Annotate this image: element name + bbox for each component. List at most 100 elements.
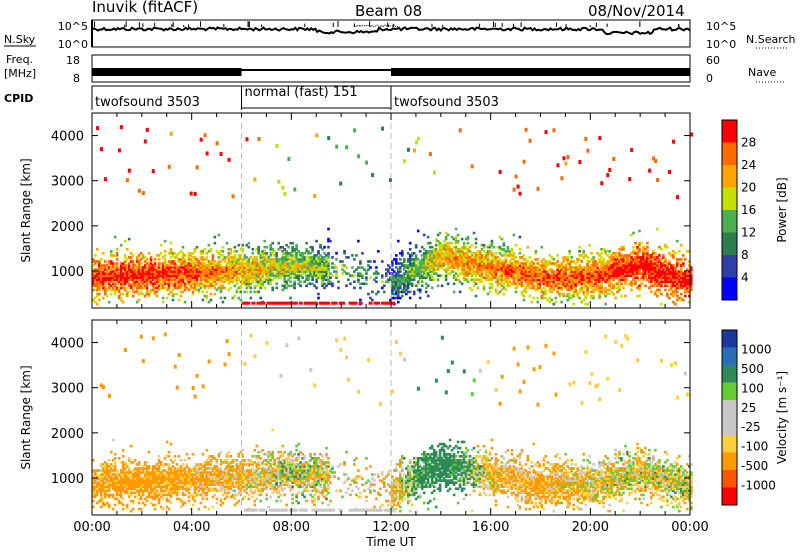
range-cell xyxy=(243,278,247,281)
range-cell xyxy=(147,294,151,298)
range-cell xyxy=(678,284,681,288)
range-cell xyxy=(241,272,245,275)
range-cell xyxy=(399,282,402,286)
range-cell xyxy=(189,260,193,263)
range-cell xyxy=(135,256,139,259)
range-cell xyxy=(169,485,173,488)
range-cell xyxy=(165,278,169,281)
range-cell xyxy=(600,284,603,288)
range-cell xyxy=(149,481,153,484)
range-cell xyxy=(227,272,231,275)
range-cell xyxy=(175,270,179,273)
scatter-cell xyxy=(528,138,532,143)
range-cell xyxy=(544,276,548,279)
range-cell xyxy=(325,258,328,261)
range-cell xyxy=(640,262,643,265)
range-cell xyxy=(408,276,412,279)
range-cell xyxy=(478,262,482,265)
ground-cell xyxy=(298,301,303,305)
range-cell xyxy=(462,248,466,251)
range-cell xyxy=(221,300,225,304)
range-cell xyxy=(512,270,516,273)
range-cell xyxy=(121,507,125,511)
range-cell xyxy=(448,266,452,269)
range-cell xyxy=(143,475,147,478)
range-cell xyxy=(544,278,548,281)
range-cell xyxy=(428,256,432,259)
range-cell xyxy=(233,284,237,288)
range-cell xyxy=(616,262,619,265)
range-cell xyxy=(261,252,264,255)
range-cell xyxy=(135,479,139,482)
range-cell xyxy=(401,288,404,292)
range-cell xyxy=(638,270,641,273)
range-cell xyxy=(169,473,173,476)
range-cell xyxy=(221,272,225,275)
range-cell xyxy=(151,469,155,472)
range-cell xyxy=(422,268,426,271)
range-cell xyxy=(554,300,558,304)
range-cell xyxy=(102,264,105,267)
range-cell xyxy=(410,272,414,275)
range-cell xyxy=(646,278,649,281)
range-cell xyxy=(416,274,420,277)
range-cell xyxy=(303,260,306,263)
range-cell xyxy=(434,237,438,241)
range-cell xyxy=(478,252,482,255)
ground-cell xyxy=(358,301,363,305)
range-cell xyxy=(94,493,97,497)
range-cell xyxy=(512,266,516,269)
range-cell xyxy=(127,457,131,460)
scatter-cell xyxy=(163,332,167,337)
range-cell xyxy=(102,483,105,486)
range-cell xyxy=(444,278,448,281)
range-cell xyxy=(446,268,450,271)
range-cell xyxy=(582,278,585,281)
range-cell xyxy=(564,294,567,298)
range-cell xyxy=(279,274,282,277)
range-cell xyxy=(173,268,177,271)
range-cell xyxy=(393,282,396,286)
range-cell xyxy=(434,258,438,261)
range-cell xyxy=(259,252,262,255)
range-cell xyxy=(161,286,165,290)
range-cell xyxy=(412,262,416,265)
range-cell xyxy=(247,245,251,249)
range-cell xyxy=(550,272,554,275)
range-cell xyxy=(241,280,245,284)
range-cell xyxy=(153,278,157,281)
range-cell xyxy=(648,256,651,259)
range-cell xyxy=(478,260,482,263)
range-cell xyxy=(315,278,318,281)
range-cell xyxy=(109,260,113,263)
range-cell xyxy=(412,290,416,294)
range-cell xyxy=(147,262,151,265)
range-cell xyxy=(590,286,593,290)
range-cell xyxy=(568,264,571,267)
range-cell xyxy=(100,483,103,486)
range-cell xyxy=(115,493,119,497)
range-cell xyxy=(211,278,215,281)
range-cell xyxy=(578,278,581,281)
range-cell xyxy=(522,262,526,265)
range-cell xyxy=(682,286,685,290)
range-cell xyxy=(151,278,155,281)
range-cell xyxy=(181,274,185,277)
range-cell xyxy=(482,286,486,290)
range-cell xyxy=(430,250,434,253)
range-cell xyxy=(261,260,264,263)
range-cell xyxy=(94,469,97,472)
range-cell xyxy=(440,250,444,253)
range-cell xyxy=(225,274,229,277)
range-cell xyxy=(562,266,565,269)
range-cell xyxy=(96,280,99,284)
range-cell xyxy=(546,260,550,263)
range-cell xyxy=(500,254,504,257)
scatter-cell xyxy=(315,133,319,138)
range-cell xyxy=(614,270,617,273)
range-cell xyxy=(209,268,213,271)
range-cell xyxy=(111,507,115,511)
range-cell xyxy=(155,481,159,484)
range-cell xyxy=(540,260,544,263)
range-cell xyxy=(301,252,304,255)
